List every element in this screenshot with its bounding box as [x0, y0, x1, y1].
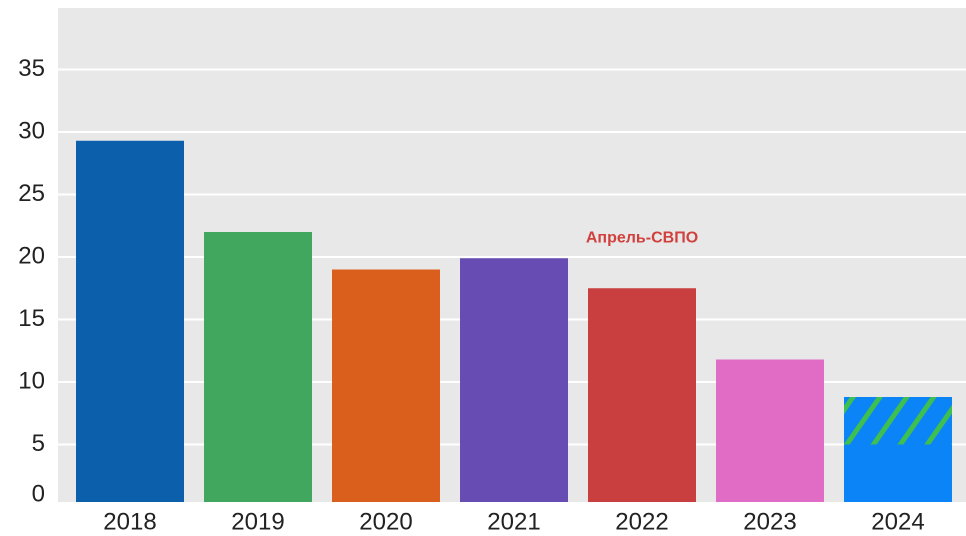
bar — [332, 269, 440, 502]
x-tick-label: 2022 — [615, 508, 668, 535]
bar — [460, 258, 568, 502]
y-tick-label: 10 — [18, 367, 45, 394]
bar — [844, 444, 952, 502]
x-tick-label: 2023 — [743, 508, 796, 535]
y-tick-label: 25 — [18, 180, 45, 207]
x-tick-label: 2019 — [231, 508, 284, 535]
y-tick-label: 0 — [32, 480, 45, 507]
bar — [588, 288, 696, 502]
y-tick-label: 30 — [18, 117, 45, 144]
y-tick-label: 20 — [18, 242, 45, 269]
x-tick-label: 2021 — [487, 508, 540, 535]
bar — [76, 140, 184, 502]
bar — [204, 232, 312, 502]
y-tick-label: 5 — [32, 430, 45, 457]
annotation: Апрель-СВПО — [586, 229, 698, 246]
y-tick-label: 15 — [18, 305, 45, 332]
x-tick-label: 2018 — [103, 508, 156, 535]
y-tick-label: 35 — [18, 55, 45, 82]
x-tick-label: 2020 — [359, 508, 412, 535]
hatched-bar — [844, 397, 952, 445]
bar — [716, 359, 824, 502]
x-tick-label: 2024 — [871, 508, 924, 535]
